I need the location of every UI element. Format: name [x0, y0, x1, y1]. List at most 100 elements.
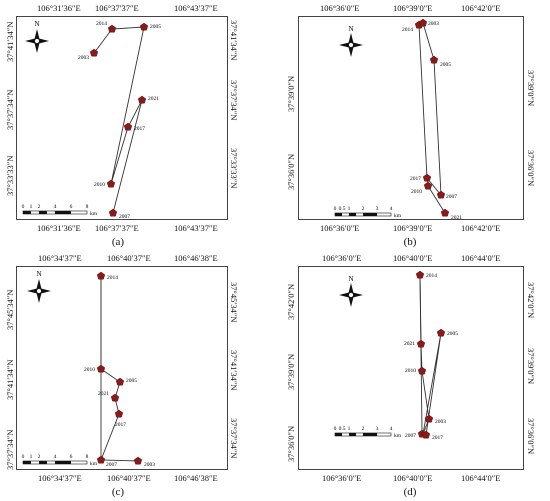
- point-2003: 2003: [78, 48, 99, 61]
- lat-tick-right: 37°36′0″N: [526, 418, 536, 455]
- point-2003: 2003: [133, 456, 155, 468]
- lat-tick-left: 37°37′34″N: [5, 429, 15, 470]
- point-2017: 2017: [114, 409, 126, 428]
- point-2003: 2003: [418, 18, 439, 27]
- lon-tick-bottom: 106°36′0″E: [322, 473, 362, 483]
- year-label: 2003: [78, 55, 89, 61]
- year-label: 2005: [150, 24, 161, 30]
- year-label: 2003: [144, 462, 155, 468]
- north-arrow: N: [27, 270, 51, 303]
- scale-label: 0: [22, 454, 25, 460]
- lon-tick-top: 106°46′38″E: [174, 253, 218, 263]
- lon-tick-bottom: 106°44′0″E: [461, 473, 501, 483]
- scale-label: 2: [362, 426, 365, 432]
- point-2010: 2010: [84, 364, 106, 373]
- trajectory-map: N 2014 2010 2005 2021 2017 2007 2003 0: [22, 270, 156, 468]
- map-frame: N 2003 2014 2005 2021 2017 2010 2007 0 1: [16, 16, 228, 220]
- lat-tick-right: 37°41′34″N: [229, 350, 239, 391]
- lat-tick-right: 37°41′34″N: [229, 20, 239, 61]
- lon-tick-top: 106°31′36″E: [37, 3, 81, 13]
- scale-bar: 0 0.5 1 2 3 4 km: [334, 206, 402, 219]
- lon-tick-bottom: 106°36′0″E: [320, 223, 360, 233]
- year-label: 2007: [446, 194, 457, 200]
- point-2014: 2014: [415, 270, 437, 279]
- lat-tick-right: 37°39′0″N: [526, 348, 536, 385]
- lon-tick-top: 106°36′0″E: [320, 3, 360, 13]
- year-label: 2014: [96, 21, 107, 27]
- scale-label: 3: [376, 426, 379, 432]
- scale-label: 6: [70, 204, 73, 210]
- north-arrow: N: [339, 25, 363, 57]
- year-label: 2007: [119, 214, 130, 220]
- lon-tick-top: 106°40′0″E: [393, 253, 433, 263]
- year-label: 2003: [428, 21, 439, 27]
- point-2007: 2007: [96, 455, 117, 468]
- trajectory-line: [419, 274, 442, 436]
- north-label: N: [36, 270, 41, 278]
- year-label: 2005: [440, 62, 451, 68]
- lat-tick-left: 37°36′0″N: [286, 425, 296, 462]
- year-label: 2014: [107, 275, 118, 281]
- trajectory-line: [418, 22, 446, 214]
- point-2005: 2005: [115, 377, 137, 386]
- panel-caption: (c): [111, 486, 125, 498]
- scale-label: 4: [54, 204, 57, 210]
- scale-unit: km: [90, 211, 98, 217]
- lon-tick-bottom: 106°37′37″E: [95, 223, 139, 233]
- trajectory-line: [419, 274, 423, 433]
- lon-tick-top: 106°34′37″E: [38, 253, 82, 263]
- year-label: 2010: [84, 367, 95, 373]
- panel-caption: (b): [403, 236, 417, 248]
- lat-tick-left: 37°45′34″N: [5, 289, 15, 330]
- scale-unit: km: [394, 213, 402, 219]
- north-label: N: [34, 20, 39, 28]
- north-arrow: N: [339, 275, 363, 307]
- trajectory-line: [418, 24, 428, 179]
- north-label: N: [348, 25, 353, 33]
- map-frame: N 2014 2005 2021 2010 2003 2007 2017 0: [298, 266, 524, 470]
- scale-label: 4: [390, 426, 393, 432]
- year-label: 2021: [404, 341, 415, 347]
- year-label: 2014: [402, 27, 413, 33]
- point-2014: 2014: [96, 271, 118, 281]
- scale-label: 8: [86, 204, 89, 210]
- lat-tick-right: 37°36′0″N: [526, 150, 536, 187]
- lon-tick-top: 106°37′37″E: [95, 3, 139, 13]
- lon-tick-bottom: 106°40′0″E: [393, 473, 433, 483]
- scale-label: 0: [334, 426, 337, 432]
- trajectory-map: N 2014 2005 2021 2010 2003 2007 2017 0: [334, 270, 458, 441]
- year-label: 2014: [426, 273, 437, 279]
- point-2005: 2005: [139, 22, 161, 31]
- point-2007: 2007: [108, 208, 130, 220]
- north-arrow: N: [25, 20, 49, 53]
- scale-bar: 0 1 2 4 6 8 km: [22, 204, 98, 217]
- lon-tick-bottom: 106°43′37″E: [174, 223, 218, 233]
- lat-tick-left: 37°39′0″N: [286, 75, 296, 112]
- point-2003: 2003: [424, 414, 446, 425]
- lon-tick-bottom: 106°34′37″E: [38, 473, 82, 483]
- scale-label: 3: [376, 206, 379, 212]
- lat-tick-right: 37°42′0″N: [526, 282, 536, 319]
- scale-label: 4: [390, 206, 393, 212]
- point-2010: 2010: [94, 179, 116, 188]
- year-label: 2003: [435, 419, 446, 425]
- scale-label: 1: [348, 206, 351, 212]
- lat-tick-right: 37°45′34″N: [229, 282, 239, 323]
- scale-label: 0.5: [339, 206, 346, 212]
- scale-label: 2: [38, 204, 41, 210]
- point-2021: 2021: [137, 95, 159, 104]
- scale-label: 2: [362, 206, 365, 212]
- point-2017: 2017: [123, 122, 145, 132]
- scale-label: 4: [54, 454, 57, 460]
- year-label: 2021: [98, 391, 109, 397]
- scale-label: 2: [38, 454, 41, 460]
- scale-label: 8: [86, 454, 89, 460]
- lon-tick-top: 106°42′0″E: [461, 3, 501, 13]
- trajectory-map: N 2003 2014 2005 2021 2017 2010 2007 0 1: [22, 20, 162, 220]
- lon-tick-bottom: 106°46′38″E: [174, 473, 218, 483]
- map-frame: N 2014 2010 2005 2021 2017 2007 2003 0: [16, 266, 228, 470]
- lat-tick-left: 37°41′34″N: [5, 21, 15, 62]
- year-label: 2010: [405, 368, 416, 374]
- scale-bar: 0 0.5 1 2 3 4 km: [334, 426, 402, 439]
- year-label: 2017: [432, 435, 443, 441]
